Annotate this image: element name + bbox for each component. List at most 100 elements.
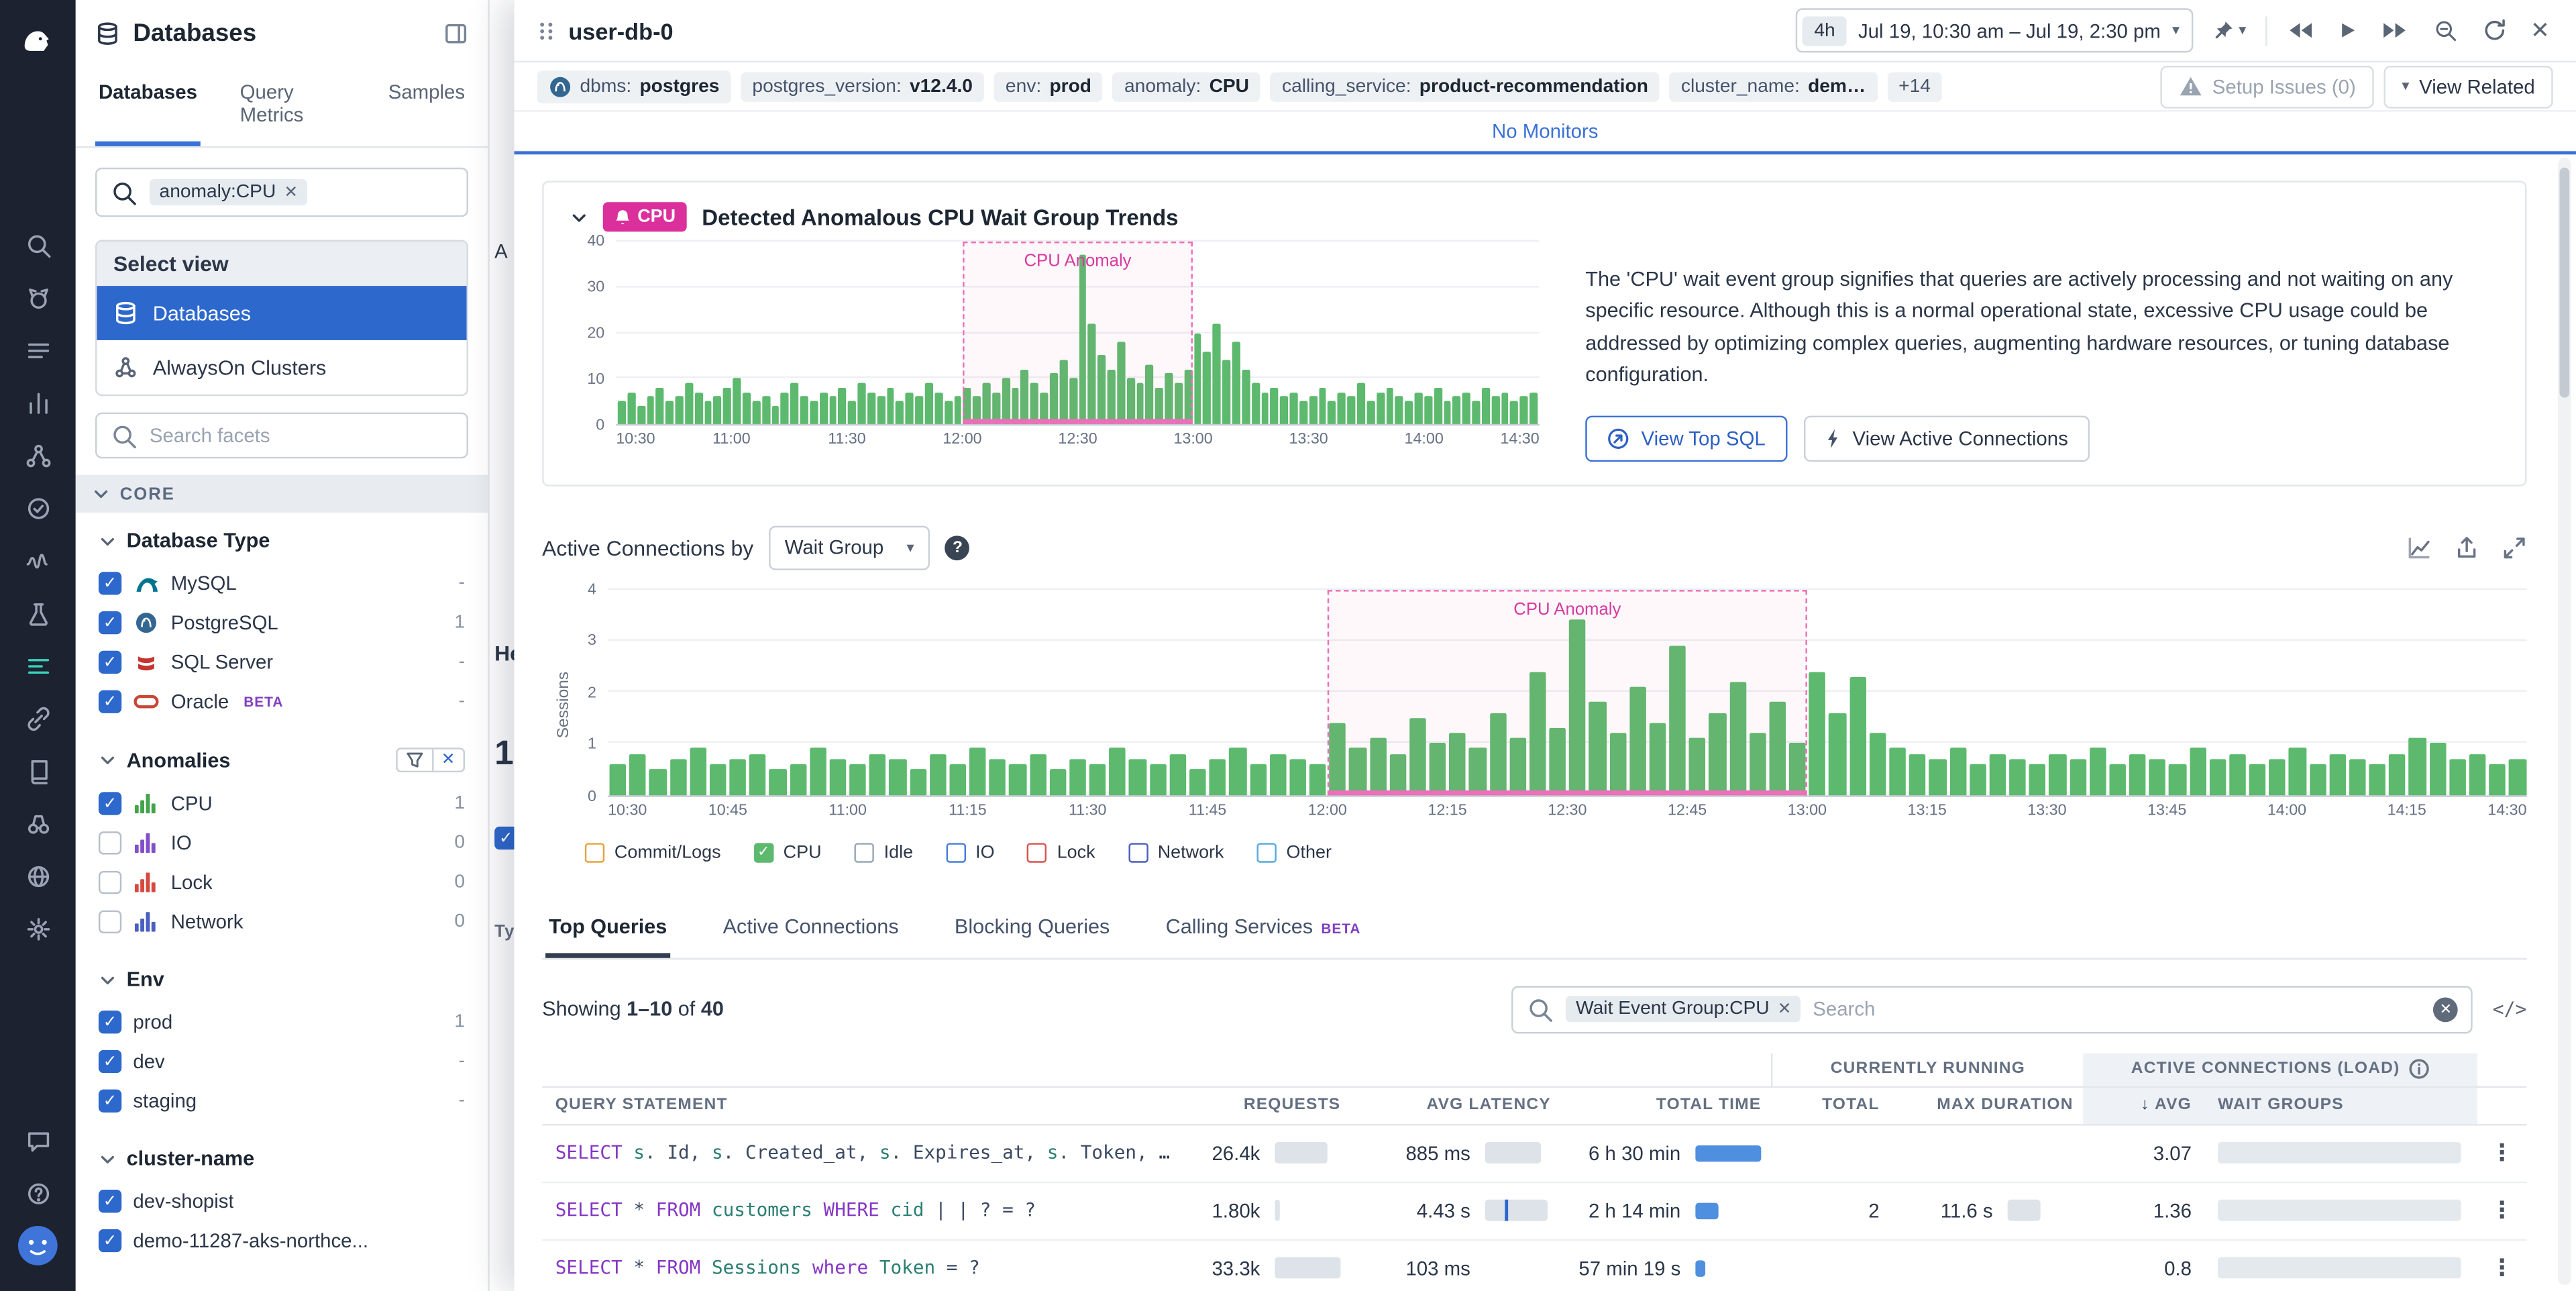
real-user-monitoring-icon[interactable] bbox=[10, 535, 66, 584]
facet-item-oracle[interactable]: ✓OracleBETA- bbox=[99, 682, 465, 721]
synthetics-icon[interactable] bbox=[10, 483, 66, 532]
search-icon[interactable] bbox=[10, 220, 66, 269]
view-top-sql-button[interactable]: View Top SQL bbox=[1585, 415, 1786, 461]
legend-checkbox[interactable] bbox=[1028, 842, 1047, 862]
clear-search-icon[interactable]: ✕ bbox=[2433, 996, 2458, 1021]
kebab-menu-icon[interactable]: ⋮ bbox=[2491, 1196, 2514, 1223]
query-row[interactable]: SELECT s. Id, s. Created_at, s. Expires_… bbox=[542, 1125, 2526, 1182]
time-forward-button[interactable] bbox=[2377, 15, 2414, 46]
legend-lock[interactable]: Lock bbox=[1028, 842, 1095, 862]
facet-group-title[interactable]: cluster-name bbox=[99, 1147, 465, 1170]
tag-postgres_version[interactable]: postgres_version:v12.4.0 bbox=[741, 72, 984, 101]
panel-scrollbar[interactable] bbox=[2558, 158, 2571, 1285]
legend-checkbox[interactable] bbox=[946, 842, 965, 862]
legend-checkbox[interactable] bbox=[1128, 842, 1148, 862]
facet-item-mysql[interactable]: ✓MySQL- bbox=[99, 564, 465, 603]
datadog-logo-icon[interactable] bbox=[10, 15, 66, 70]
checkbox[interactable]: ✓ bbox=[99, 690, 121, 713]
tag-env[interactable]: env:prod bbox=[994, 72, 1103, 101]
facet-item-io[interactable]: IO0 bbox=[99, 823, 465, 863]
facet-item-prod[interactable]: ✓prod1 bbox=[99, 1002, 465, 1042]
tags-overflow-chip[interactable]: +14 bbox=[1887, 72, 1942, 101]
facet-item-demo-11287-aks-northce-[interactable]: ✓demo-11287-aks-northce... bbox=[99, 1221, 465, 1261]
clear-filter-icon[interactable]: ✕ bbox=[431, 750, 463, 771]
network-icon[interactable] bbox=[10, 851, 66, 900]
metrics-icon[interactable] bbox=[10, 378, 66, 427]
column-header-wait-groups[interactable]: WAIT GROUPS bbox=[2202, 1087, 2477, 1123]
facet-search-box[interactable] bbox=[95, 413, 468, 459]
facet-item-dev-shopist[interactable]: ✓dev-shopist bbox=[99, 1182, 465, 1221]
remove-filter-icon[interactable]: ✕ bbox=[1778, 1000, 1792, 1018]
view-active-connections-button[interactable]: View Active Connections bbox=[1803, 415, 2090, 461]
filter-icon[interactable] bbox=[397, 750, 431, 771]
time-range-picker[interactable]: 4h Jul 19, 10:30 am – Jul 19, 2:30 pm ▾ bbox=[1796, 8, 2192, 52]
checkbox[interactable]: ✓ bbox=[99, 1229, 121, 1252]
legend-cpu[interactable]: ✓CPU bbox=[754, 842, 822, 862]
legend-idle[interactable]: Idle bbox=[855, 842, 914, 862]
apm-icon[interactable] bbox=[10, 431, 66, 480]
checkbox[interactable]: ✓ bbox=[99, 611, 121, 634]
view-item-alwayson-clusters[interactable]: AlwaysOn Clusters bbox=[97, 340, 466, 395]
legend-commit-logs[interactable]: Commit/Logs bbox=[585, 842, 721, 862]
watchlist-icon[interactable] bbox=[10, 798, 66, 847]
tab-blocking-queries[interactable]: Blocking Queries bbox=[951, 900, 1113, 958]
legend-checkbox[interactable] bbox=[855, 842, 874, 862]
checkbox[interactable]: ✓ bbox=[99, 792, 121, 815]
panel-toggle-icon[interactable] bbox=[443, 21, 468, 46]
refresh-button[interactable] bbox=[2478, 13, 2512, 48]
facet-item-staging[interactable]: ✓staging- bbox=[99, 1081, 465, 1121]
sidebar-search-input[interactable]: anomaly:CPU ✕ bbox=[95, 168, 468, 217]
facet-group-title[interactable]: Anomalies✕ bbox=[99, 747, 465, 772]
watchdog-icon[interactable] bbox=[10, 273, 66, 322]
query-row[interactable]: SELECT * FROM Sessions where Token = ?33… bbox=[542, 1240, 2526, 1291]
facet-item-sql-server[interactable]: ✓SQL Server- bbox=[99, 643, 465, 682]
security-icon[interactable] bbox=[10, 588, 66, 637]
kebab-menu-icon[interactable]: ⋮ bbox=[2491, 1254, 2514, 1280]
tab-databases[interactable]: Databases bbox=[95, 66, 201, 146]
pin-panel-button[interactable]: ▾ bbox=[2208, 15, 2251, 46]
checkbox[interactable]: ✓ bbox=[99, 1190, 121, 1212]
tag-dbms[interactable]: dbms:postgres bbox=[537, 70, 731, 103]
tag-anomaly[interactable]: anomaly:CPU bbox=[1113, 72, 1260, 101]
setup-issues-button[interactable]: Setup Issues (0) bbox=[2159, 65, 2373, 108]
column-header-total-time[interactable]: TOTAL TIME bbox=[1561, 1087, 1771, 1123]
chat-icon[interactable] bbox=[10, 1116, 66, 1165]
legend-io[interactable]: IO bbox=[946, 842, 995, 862]
legend-network[interactable]: Network bbox=[1128, 842, 1224, 862]
facet-search-input[interactable] bbox=[150, 424, 453, 447]
code-view-icon[interactable]: </> bbox=[2493, 998, 2527, 1021]
query-row[interactable]: SELECT * FROM customers WHERE cid | | ? … bbox=[542, 1182, 2526, 1240]
help-icon[interactable] bbox=[10, 1168, 66, 1217]
tab-calling-services[interactable]: Calling ServicesBETA bbox=[1163, 900, 1364, 958]
table-search-input[interactable]: Wait Event Group:CPU ✕ ✕ bbox=[1512, 985, 2473, 1033]
column-header-avg[interactable]: ↓AVG bbox=[2083, 1087, 2201, 1123]
user-avatar-icon[interactable] bbox=[10, 1221, 66, 1270]
view-related-button[interactable]: ▾View Related bbox=[2383, 65, 2553, 108]
tab-samples[interactable]: Samples bbox=[385, 66, 468, 146]
export-icon[interactable] bbox=[2455, 535, 2479, 560]
legend-checkbox[interactable] bbox=[1256, 842, 1276, 862]
info-icon[interactable] bbox=[2408, 1058, 2430, 1080]
facet-item-cpu[interactable]: ✓CPU1 bbox=[99, 784, 465, 823]
wait-group-select[interactable]: Wait Group▾ bbox=[768, 525, 930, 569]
view-item-databases[interactable]: Databases bbox=[97, 286, 466, 340]
facet-group-title[interactable]: Database Type bbox=[99, 529, 465, 552]
play-button[interactable] bbox=[2333, 15, 2363, 46]
integrations-icon[interactable] bbox=[10, 693, 66, 742]
tab-query-metrics[interactable]: Query Metrics bbox=[237, 66, 349, 146]
database-monitoring-icon[interactable] bbox=[10, 641, 66, 690]
checkbox[interactable]: ✓ bbox=[99, 572, 121, 595]
checkbox[interactable]: ✓ bbox=[99, 1011, 121, 1033]
kebab-menu-icon[interactable]: ⋮ bbox=[2491, 1139, 2514, 1165]
chevron-down-icon[interactable] bbox=[570, 208, 588, 226]
tag-cluster_name[interactable]: cluster_name:dem… bbox=[1670, 72, 1878, 101]
notebooks-icon[interactable] bbox=[10, 746, 66, 795]
time-backward-button[interactable] bbox=[2282, 15, 2318, 46]
checkbox[interactable]: ✓ bbox=[99, 651, 121, 674]
zoom-out-button[interactable] bbox=[2428, 13, 2463, 48]
tab-active-connections[interactable]: Active Connections bbox=[720, 900, 902, 958]
column-header-max-duration[interactable]: MAX DURATION bbox=[1889, 1087, 2083, 1123]
remove-filter-icon[interactable]: ✕ bbox=[284, 183, 299, 201]
legend-other[interactable]: Other bbox=[1256, 842, 1331, 862]
help-icon[interactable]: ? bbox=[945, 535, 970, 560]
